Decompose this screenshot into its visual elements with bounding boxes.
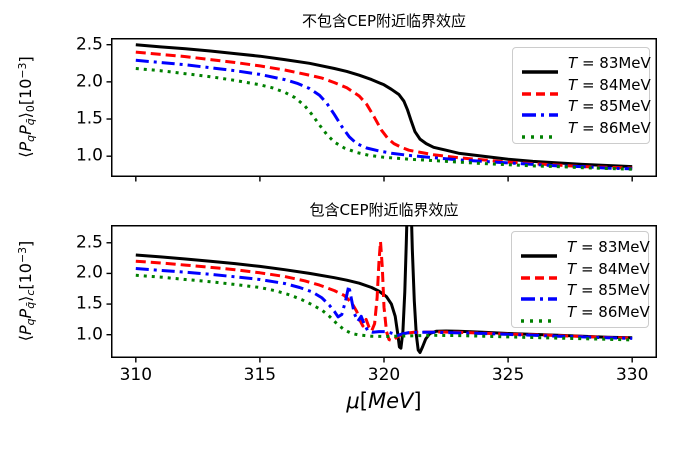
axes-frame [111, 38, 657, 177]
y-tick-label: 1.5 [75, 293, 103, 314]
y-tick-label: 1.0 [75, 145, 103, 166]
legend-line-sample-dotted [521, 125, 559, 139]
tick-marks [106, 43, 633, 182]
legend-bottom: T = 83MeV T = 84MeV T = 85MeV T = 86MeV [511, 231, 650, 328]
plot-area-top [106, 38, 657, 182]
x-tick-label: 320 [367, 365, 401, 385]
y-axis-label-bottom: ⟨PqPq̄⟩c[10−3] [15, 240, 38, 342]
y-tick-label: 1.5 [75, 108, 103, 129]
legend-label: T = 84MeV [567, 259, 650, 278]
legend-entry: T = 84MeV [520, 258, 650, 280]
y-axis-label-top: ⟨PqPq̄⟩0[10−3] [15, 56, 38, 158]
legend-entry: T = 84MeV [521, 74, 651, 96]
legend-label: T = 84MeV [568, 75, 651, 94]
legend-label: T = 86MeV [568, 119, 651, 138]
legend-label: T = 85MeV [568, 97, 651, 116]
legend-top: T = 83MeV T = 84MeV T = 85MeV T = 86MeV [512, 47, 651, 144]
series-line-T-85MeV [135, 267, 633, 340]
plot-area-bottom [106, 225, 657, 363]
legend-entry: T = 83MeV [521, 52, 651, 74]
series-line-T-83MeV [135, 43, 633, 169]
y-tick-label: 2.0 [75, 71, 103, 92]
legend-line-sample-dashed [520, 266, 558, 280]
legend-entry: T = 85MeV [521, 96, 651, 118]
plot-title-top: 不包含CEP附近临界效应 [302, 12, 466, 30]
series-line-T-86MeV [135, 273, 633, 342]
legend-line-sample-dashdot [520, 287, 558, 302]
y-tick-label: 2.5 [75, 34, 103, 55]
legend-label: T = 86MeV [567, 303, 650, 322]
x-axis-label: μ[MeV] [346, 389, 422, 413]
series-line-T-85MeV [135, 58, 633, 171]
series-line-T-86MeV [135, 67, 633, 171]
y-tick-label: 1.0 [75, 324, 103, 345]
y-tick-label: 2.0 [75, 262, 103, 283]
legend-label: T = 83MeV [568, 53, 651, 72]
legend-line-sample-dashed [521, 82, 559, 96]
y-tick-label: 2.5 [75, 232, 103, 253]
series-line-T-84MeV [135, 240, 633, 343]
x-tick-label: 330 [615, 365, 649, 385]
legend-line-sample-solid [521, 60, 559, 74]
legend-entry: T = 83MeV [520, 236, 650, 258]
legend-line-sample-dashdot [521, 103, 559, 118]
legend-entry: T = 86MeV [521, 117, 651, 139]
axes-frame [111, 225, 657, 358]
x-tick-label: 325 [491, 365, 525, 385]
x-tick-label: 310 [119, 365, 153, 385]
x-tick-label: 315 [243, 365, 277, 385]
legend-line-sample-solid [520, 244, 558, 258]
legend-entry: T = 86MeV [520, 301, 650, 323]
legend-line-sample-dotted [520, 309, 558, 323]
series-line-T-84MeV [135, 50, 633, 170]
tick-marks [106, 242, 633, 363]
legend-label: T = 83MeV [567, 237, 650, 256]
legend-entry: T = 85MeV [520, 280, 650, 302]
legend-label: T = 85MeV [567, 281, 650, 300]
plot-title-bottom: 包含CEP附近临界效应 [309, 201, 459, 219]
